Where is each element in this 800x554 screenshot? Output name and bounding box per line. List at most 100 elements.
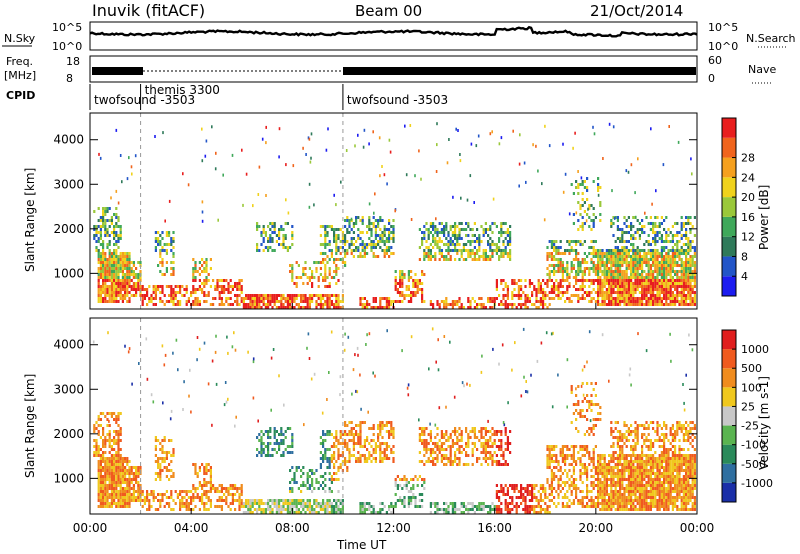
heatmap-cell	[630, 258, 633, 261]
heatmap-cell	[132, 478, 135, 481]
heatmap-cell	[170, 490, 173, 493]
heatmap-cell	[546, 255, 549, 258]
heatmap-cell	[447, 258, 450, 261]
heatmap-cell	[682, 285, 685, 288]
heatmap-cell	[460, 306, 463, 309]
heatmap-cell	[256, 225, 259, 228]
heatmap-cell	[592, 219, 595, 222]
heatmap-cell	[390, 505, 393, 508]
heatmap-cell	[258, 439, 261, 442]
heatmap-cell	[304, 273, 307, 276]
heatmap-cell	[374, 451, 377, 454]
heatmap-cell	[603, 282, 606, 285]
heatmap-cell	[260, 502, 263, 505]
heatmap-cell	[511, 279, 514, 282]
heatmap-cell	[227, 297, 230, 300]
heatmap-cell	[478, 457, 481, 460]
heatmap-cell	[467, 433, 470, 436]
heatmap-cell	[669, 270, 672, 273]
heatmap-cell	[374, 255, 377, 258]
heatmap-cell	[466, 198, 469, 202]
heatmap-cell	[209, 258, 212, 261]
heatmap-cell	[592, 264, 595, 267]
heatmap-cell	[491, 457, 494, 460]
heatmap-cell	[623, 297, 626, 300]
heatmap-cell	[117, 270, 120, 273]
heatmap-cell	[282, 303, 285, 306]
heatmap-cell	[99, 493, 102, 496]
heatmap-cell	[124, 261, 127, 264]
heatmap-cell	[106, 234, 109, 237]
heatmap-cell	[432, 460, 435, 463]
heatmap-cell	[99, 291, 102, 294]
heatmap-cell	[368, 427, 371, 430]
heatmap-cell	[665, 297, 668, 300]
heatmap-cell	[271, 249, 274, 252]
colorbar-tick-label: 12	[741, 231, 755, 244]
heatmap-cell	[649, 291, 652, 294]
heatmap-cell	[561, 261, 564, 264]
heatmap-cell	[337, 234, 340, 237]
heatmap-cell	[97, 469, 100, 472]
heatmap-cell	[165, 454, 168, 457]
heatmap-cell	[647, 276, 650, 279]
heatmap-cell	[403, 273, 406, 276]
heatmap-cell	[102, 207, 105, 210]
heatmap-cell	[143, 288, 146, 291]
heatmap-cell	[414, 282, 417, 285]
heatmap-cell	[282, 454, 285, 457]
heatmap-cell	[667, 264, 670, 267]
heatmap-cell	[315, 511, 318, 514]
heatmap-cell	[440, 448, 443, 451]
heatmap-cell	[680, 285, 683, 288]
heatmap-cell	[361, 303, 364, 306]
heatmap-cell	[579, 288, 582, 291]
heatmap-cell	[128, 297, 131, 300]
heatmap-cell	[170, 469, 173, 472]
heatmap-cell	[570, 267, 573, 270]
freq-right-tick-bottom: 0	[708, 72, 715, 85]
heatmap-cell	[304, 294, 307, 297]
heatmap-cell	[621, 288, 624, 291]
heatmap-cell	[500, 430, 503, 433]
heatmap-cell	[97, 297, 100, 300]
heatmap-cell	[104, 466, 107, 469]
heatmap-cell	[616, 225, 619, 228]
heatmap-cell	[410, 478, 413, 481]
heatmap-cell	[293, 300, 296, 303]
heatmap-cell	[656, 249, 659, 252]
heatmap-cell	[335, 234, 338, 237]
heatmap-cell	[634, 288, 637, 291]
heatmap-cell	[346, 231, 349, 234]
heatmap-cell	[473, 222, 476, 225]
heatmap-cell	[583, 273, 586, 276]
heatmap-cell	[350, 430, 353, 433]
heatmap-cell	[451, 231, 454, 234]
noise-ylabel: N.Sky	[4, 32, 36, 45]
heatmap-cell	[300, 490, 303, 493]
heatmap-cell	[482, 448, 485, 451]
heatmap-cell	[667, 252, 670, 255]
heatmap-cell	[302, 282, 305, 285]
heatmap-cell	[557, 288, 560, 291]
heatmap-cell	[139, 484, 142, 487]
heatmap-cell	[370, 505, 373, 508]
heatmap-cell	[627, 255, 630, 258]
heatmap-cell	[234, 282, 237, 285]
heatmap-cell	[385, 306, 388, 309]
heatmap-cell	[504, 282, 507, 285]
heatmap-cell	[427, 252, 430, 255]
heatmap-cell	[489, 237, 492, 240]
heatmap-cell	[262, 303, 265, 306]
heatmap-cell	[498, 463, 501, 466]
heatmap-cell	[306, 306, 309, 309]
heatmap-cell	[619, 249, 622, 252]
heatmap-cell	[157, 243, 160, 246]
heatmap-cell	[106, 246, 109, 249]
heatmap-cell	[126, 291, 129, 294]
heatmap-cell	[225, 487, 228, 490]
heatmap-cell	[297, 508, 300, 511]
heatmap-cell	[284, 222, 287, 225]
heatmap-cell	[333, 261, 336, 264]
